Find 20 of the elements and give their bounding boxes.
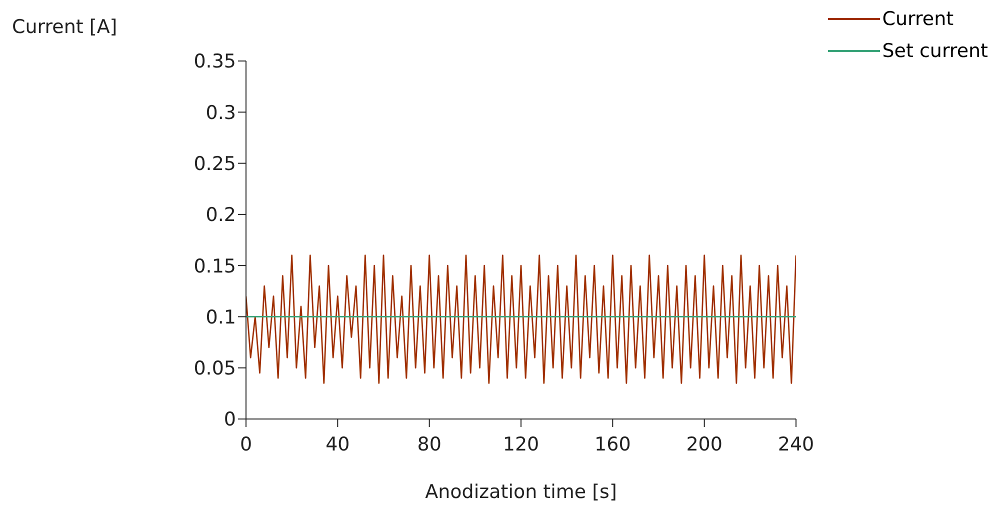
y-tick-label: 0.3 xyxy=(206,102,236,124)
y-axis-title: Current [A] xyxy=(12,16,118,38)
x-tick-label: 80 xyxy=(417,433,442,456)
y-tick-label: 0 xyxy=(224,408,236,431)
y-tick-label: 0.05 xyxy=(194,358,236,380)
x-tick-label: 40 xyxy=(326,433,350,456)
y-tick-label: 0.15 xyxy=(194,255,236,278)
x-tick-label: 200 xyxy=(686,433,722,456)
y-tick-label: 0.25 xyxy=(194,153,236,176)
y-tick-label: 0.35 xyxy=(194,50,236,73)
legend-label: Set current xyxy=(882,40,988,62)
y-tick-label: 0.2 xyxy=(206,204,236,226)
x-tick-label: 160 xyxy=(594,433,631,456)
legend-label: Current xyxy=(882,8,954,30)
line-series xyxy=(246,254,796,384)
x-tick-label: 120 xyxy=(502,433,540,456)
x-tick-label: 240 xyxy=(778,433,814,456)
x-axis-title: Anodization time [s] xyxy=(425,481,617,503)
y-tick-label: 0.1 xyxy=(206,306,236,328)
x-tick-label: 0 xyxy=(240,433,252,456)
